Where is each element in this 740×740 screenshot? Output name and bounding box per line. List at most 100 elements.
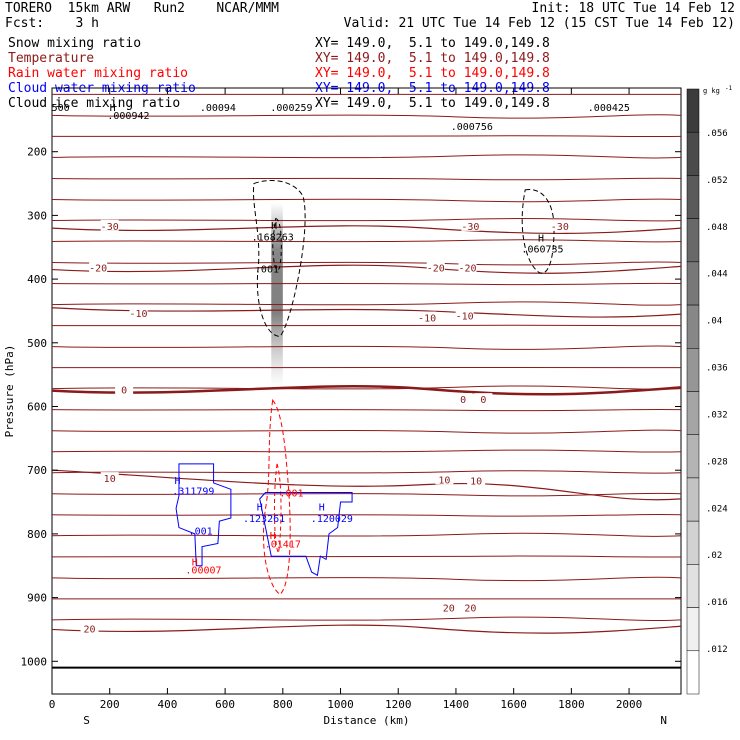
colorbar-segment xyxy=(686,650,700,695)
extremum-label: .001 xyxy=(279,488,303,499)
colorbar-segment xyxy=(686,477,700,522)
temperature-isotherm xyxy=(51,429,682,434)
temperature-isotherm xyxy=(51,385,682,390)
colorbar-segment xyxy=(686,348,700,392)
extremum-label: .168263 xyxy=(252,232,294,243)
y-tick-label: 500 xyxy=(27,337,47,350)
temperature-label-bg xyxy=(80,622,99,634)
init-time: Init: 18 UTC Tue 14 Feb 12 xyxy=(531,1,736,16)
temperature-label-bg xyxy=(89,261,108,273)
temperature-contour-m30 xyxy=(51,225,682,235)
y-tick-label: 200 xyxy=(27,146,47,159)
y-tick-label: 400 xyxy=(27,273,47,286)
temperature-isotherm xyxy=(51,135,682,138)
field-xy-temperature: XY= 149.0, 5.1 to 149.0,149.8 xyxy=(315,51,550,66)
colorbar-segment xyxy=(686,434,700,479)
temperature-label-bg xyxy=(550,219,569,231)
temperature-label-bg xyxy=(454,393,473,405)
colorbar-tick-label: .04 xyxy=(706,317,722,327)
extremum-label: .00007 xyxy=(185,566,221,577)
temperature-label: -20 xyxy=(458,263,476,274)
temperature-label-bg xyxy=(435,473,454,485)
temperature-label: -10 xyxy=(456,312,474,323)
colorbar-tick-label: .02 xyxy=(706,551,722,561)
colorbar-segment xyxy=(686,520,700,565)
colorbar-segment xyxy=(686,564,700,608)
temperature-isotherm xyxy=(51,408,682,412)
temperature-isotherm xyxy=(51,114,682,119)
temperature-label: -10 xyxy=(130,309,148,320)
temperature-isotherm xyxy=(51,282,682,286)
x-tick-label: 1000 xyxy=(327,698,354,711)
field-name-snow: Snow mixing ratio xyxy=(8,36,142,51)
temperature-label: -30 xyxy=(551,222,569,233)
forecast-hour: Fcst: 3 h xyxy=(5,16,99,31)
colorbar-tick-label: .048 xyxy=(706,223,728,233)
y-tick-label: 700 xyxy=(27,464,47,477)
temperature-contour-20 xyxy=(51,624,682,634)
y-tick-label: 1000 xyxy=(21,655,48,668)
extremum-label: .000425 xyxy=(588,103,630,114)
colorbar-tick-label: .056 xyxy=(706,129,728,139)
temperature-isotherm xyxy=(51,239,682,243)
extremum-label: H xyxy=(174,476,180,487)
x-tick-label: 0 xyxy=(49,698,56,711)
colorbar-tick-label: .036 xyxy=(706,364,728,374)
extremum-label: H xyxy=(110,103,116,114)
x-end-label-north: N xyxy=(660,714,667,727)
colorbar-tick-label: .028 xyxy=(706,457,728,467)
colorbar-tick-label: .012 xyxy=(706,645,728,655)
temperature-isotherm xyxy=(51,154,682,159)
extremum-label: .001 xyxy=(255,264,279,275)
extremum-label: .01417 xyxy=(265,539,301,550)
temperature-isotherm xyxy=(51,301,682,306)
y-tick-label: 800 xyxy=(27,528,47,541)
temperature-label-bg xyxy=(461,601,480,613)
y-tick-label: 600 xyxy=(27,401,47,414)
x-tick-label: 1200 xyxy=(385,698,412,711)
extremum-label: .120029 xyxy=(311,514,353,525)
temperature-label-bg xyxy=(418,311,437,323)
temperature-label: -20 xyxy=(427,263,445,274)
extremum-label: H xyxy=(270,531,276,542)
temperature-label: -30 xyxy=(101,222,119,233)
valid-time: Valid: 21 UTC Tue 14 Feb 12 (15 CST Tue … xyxy=(343,16,735,31)
rain-water-contour xyxy=(263,398,291,596)
cloud-water-contour xyxy=(259,491,353,577)
extremum-label: H xyxy=(192,557,198,568)
extremum-label: H xyxy=(257,503,263,514)
temperature-contour-10 xyxy=(51,469,682,501)
temperature-isotherm xyxy=(51,555,682,558)
cloud-water-contour xyxy=(175,463,232,567)
temperature-label: 20 xyxy=(464,603,476,614)
x-end-label-south: S xyxy=(83,714,90,727)
extremum-label: 500 xyxy=(52,103,70,114)
colorbar-tick-label: .052 xyxy=(706,176,728,186)
temperature-isotherm xyxy=(51,324,682,327)
temperature-label: 0 xyxy=(460,395,466,406)
extremum-label: .123261 xyxy=(243,514,285,525)
temperature-label-bg xyxy=(100,219,119,231)
field-xy-snow: XY= 149.0, 5.1 to 149.0,149.8 xyxy=(315,36,550,51)
extremum-label: .00094 xyxy=(200,103,236,114)
temperature-label-bg xyxy=(426,261,445,273)
temperature-label-bg xyxy=(458,261,477,273)
temperature-isotherm xyxy=(51,218,682,222)
x-tick-label: 1800 xyxy=(558,698,585,711)
colorbar-unit-exponent: -1 xyxy=(725,85,733,92)
temperature-label: 20 xyxy=(83,624,95,635)
colorbar-segment xyxy=(686,218,700,263)
colorbar-segment xyxy=(686,607,700,652)
colorbar-unit: g kg xyxy=(703,87,720,95)
temperature-isotherm xyxy=(51,177,682,181)
temperature-label: -20 xyxy=(89,263,107,274)
x-tick-label: 1600 xyxy=(500,698,527,711)
temperature-label: -30 xyxy=(461,222,479,233)
temperature-contour-m20 xyxy=(51,264,682,274)
y-tick-label: 300 xyxy=(27,209,47,222)
colorbar-segment xyxy=(686,391,700,435)
snow-shading xyxy=(271,202,283,388)
cloud-ice-contour xyxy=(521,189,555,274)
temperature-label: 0 xyxy=(121,386,127,397)
